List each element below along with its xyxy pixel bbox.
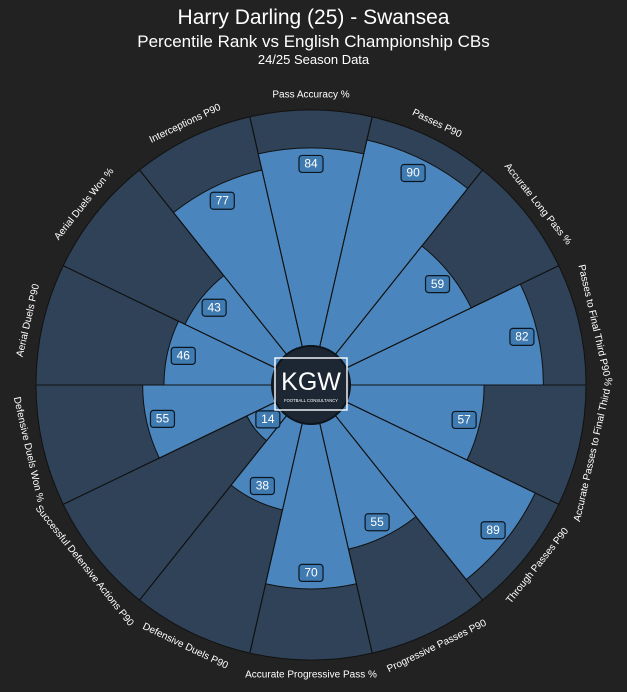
value-badge <box>170 346 196 365</box>
wedge-divider <box>139 169 288 356</box>
value-badges: 84 90 59 82 57 89 55 70 38 14 55 46 43 77 <box>149 154 535 583</box>
param-label: Aerial Duels P90 <box>15 283 42 358</box>
wedge-divider <box>345 401 559 505</box>
param-label: Accurate Progressive Pass % <box>245 670 377 681</box>
value-label: 43 <box>207 300 221 314</box>
value-badge <box>255 410 281 429</box>
value-label: 55 <box>370 515 384 529</box>
wedge-divider <box>63 401 277 505</box>
wedge-divider <box>345 265 559 369</box>
value-badge <box>298 563 324 583</box>
chart-title: Harry Darling (25) - Swansea <box>177 6 450 29</box>
value-badge <box>364 513 390 532</box>
value-label: 89 <box>486 523 500 537</box>
wedge-divider <box>334 169 483 356</box>
value-badge <box>509 327 535 346</box>
season-label: 24/25 Season Data <box>257 52 370 67</box>
value-label: 84 <box>304 157 318 171</box>
value-badge <box>400 163 426 183</box>
center-circle <box>271 345 351 425</box>
logo-subtext: FOOTBALL CONSULTANCY <box>284 398 338 403</box>
wedge-divider <box>249 116 304 349</box>
value-badge <box>298 154 324 174</box>
logo-box <box>274 357 348 411</box>
value-label: 55 <box>156 412 170 426</box>
value-badge <box>149 409 176 429</box>
wedge-divider <box>334 414 483 601</box>
value-label: 59 <box>431 277 445 291</box>
wedge-dividers <box>36 116 586 654</box>
logo-text: KGW <box>281 368 341 396</box>
value-badge <box>249 476 275 496</box>
value-label: 46 <box>177 349 191 363</box>
wedge-divider <box>318 116 373 349</box>
wedge-divider <box>249 421 304 654</box>
value-label: 77 <box>216 193 230 207</box>
value-badge <box>209 191 235 210</box>
wedge-divider <box>63 265 277 369</box>
value-badge <box>201 298 227 317</box>
param-label: Pass Accuracy % <box>272 90 349 101</box>
value-label: 14 <box>261 412 275 426</box>
value-label: 70 <box>304 566 318 580</box>
value-badge <box>424 275 451 294</box>
wedge-divider <box>318 421 373 654</box>
value-label: 90 <box>406 166 420 180</box>
value-label: 82 <box>515 330 529 344</box>
center-logo: KGW FOOTBALL CONSULTANCY <box>271 345 351 425</box>
value-label: 38 <box>256 479 270 493</box>
value-badge <box>451 410 477 430</box>
value-badge <box>480 521 506 540</box>
chart-subtitle: Percentile Rank vs English Championship … <box>137 32 490 51</box>
value-label: 57 <box>457 413 471 427</box>
wedge-divider <box>139 414 288 601</box>
